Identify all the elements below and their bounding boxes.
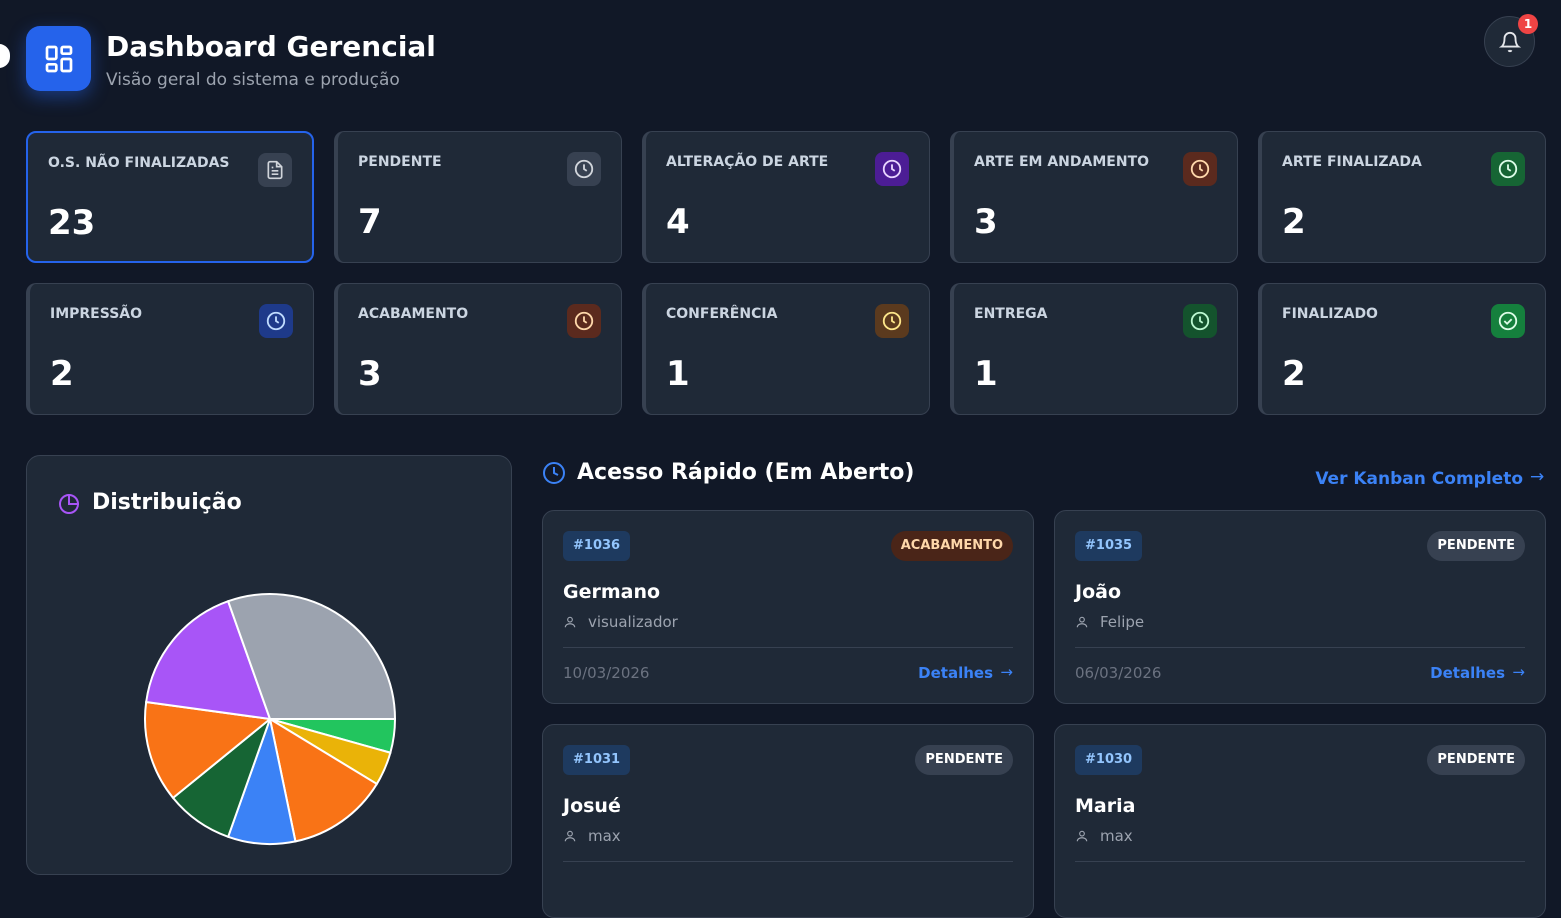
stat-card[interactable]: ARTE FINALIZADA 2 [1258, 131, 1546, 263]
stat-icon [1491, 152, 1525, 186]
user-name: max [1100, 827, 1133, 845]
stat-value: 2 [50, 354, 74, 394]
user-name: Felipe [1100, 613, 1145, 631]
page-title: Dashboard Gerencial [106, 30, 436, 63]
page: Dashboard Gerencial Visão geral do siste… [0, 14, 1546, 918]
user-icon [1075, 614, 1089, 633]
stat-icon [1183, 304, 1217, 338]
stat-card[interactable]: IMPRESSÃO 2 [26, 283, 314, 415]
divider [1075, 861, 1525, 862]
stat-value: 2 [1282, 202, 1306, 242]
order-card[interactable]: #1030 PENDENTE Maria max [1054, 724, 1546, 918]
stat-value: 2 [1282, 354, 1306, 394]
pie-slice [144, 700, 273, 800]
order-card[interactable]: #1031 PENDENTE Josué max [542, 724, 1034, 918]
stat-card[interactable]: CONFERÊNCIA 1 [642, 283, 930, 415]
client-name: Josué [563, 795, 621, 817]
stat-icon [258, 153, 292, 187]
user-name: visualizador [588, 613, 678, 631]
stat-value: 4 [666, 202, 690, 242]
stat-label: ALTERAÇÃO DE ARTE [666, 154, 829, 170]
stat-card[interactable]: ALTERAÇÃO DE ARTE 4 [642, 131, 930, 263]
stat-label: FINALIZADO [1282, 306, 1378, 322]
stat-label: ARTE EM ANDAMENTO [974, 154, 1150, 170]
panel-title: Distribuição [92, 490, 242, 515]
user-icon [563, 614, 577, 633]
stat-card[interactable]: ENTREGA 1 [950, 283, 1238, 415]
client-name: Maria [1075, 795, 1136, 817]
order-date: 06/03/2026 [1075, 664, 1162, 682]
stat-label: CONFERÊNCIA [666, 306, 778, 322]
stat-value: 3 [974, 202, 998, 242]
logo [26, 26, 91, 91]
client-name: Germano [563, 581, 661, 603]
stat-label: O.S. NÃO FINALIZADAS [48, 155, 230, 171]
pie-slice [145, 599, 272, 721]
stat-icon [567, 304, 601, 338]
order-card[interactable]: #1035 PENDENTE João Felipe 06/03/2026 Detalhe… [1054, 510, 1546, 704]
kanban-link[interactable]: Ver Kanban Completo [1315, 469, 1523, 489]
pie-slice [226, 593, 397, 720]
stat-icon [1183, 152, 1217, 186]
user-icon [563, 828, 577, 847]
sidebar-toggle[interactable] [0, 44, 10, 68]
user-name: max [588, 827, 621, 845]
divider [1075, 647, 1525, 648]
stat-value: 1 [974, 354, 998, 394]
pie-chart [144, 593, 397, 845]
distribution-panel: Distribuição [26, 455, 512, 875]
order-id: #1031 [563, 745, 631, 775]
order-card[interactable]: #1036 ACABAMENTO Germano visualizador 10/03/… [542, 510, 1034, 704]
stat-card[interactable]: PENDENTE 7 [334, 131, 622, 263]
user-icon [1075, 828, 1089, 847]
stat-value: 3 [358, 354, 382, 394]
client-name: João [1075, 581, 1121, 603]
stat-label: ENTREGA [974, 306, 1048, 322]
divider [563, 647, 1013, 648]
order-id: #1036 [563, 531, 631, 561]
details-arrow: → [1512, 663, 1525, 681]
status-badge: ACABAMENTO [890, 531, 1013, 561]
stat-card[interactable]: O.S. NÃO FINALIZADAS 23 [26, 131, 314, 263]
notification-count: 1 [1518, 14, 1538, 34]
stat-card[interactable]: ACABAMENTO 3 [334, 283, 622, 415]
stat-label: ARTE FINALIZADA [1282, 154, 1422, 170]
details-arrow: → [1000, 663, 1013, 681]
stat-label: IMPRESSÃO [50, 306, 143, 322]
order-id: #1035 [1075, 531, 1143, 561]
stat-value: 7 [358, 202, 382, 242]
pie-slice [268, 716, 379, 843]
divider [563, 861, 1013, 862]
details-link[interactable]: Detalhes [918, 664, 993, 682]
stat-icon [1491, 304, 1525, 338]
stat-value: 1 [666, 354, 690, 394]
page-subtitle: Visão geral do sistema e produção [106, 70, 400, 90]
stat-icon [875, 152, 909, 186]
status-badge: PENDENTE [1427, 745, 1525, 775]
status-badge: PENDENTE [1427, 531, 1525, 561]
stat-label: ACABAMENTO [358, 306, 469, 322]
stat-card[interactable]: FINALIZADO 2 [1258, 283, 1546, 415]
stat-icon [875, 304, 909, 338]
stat-value: 23 [48, 203, 96, 243]
order-id: #1030 [1075, 745, 1143, 775]
link-arrow: → [1530, 467, 1545, 487]
stat-label: PENDENTE [358, 154, 442, 170]
details-link[interactable]: Detalhes [1430, 664, 1505, 682]
stat-icon [259, 304, 293, 338]
stat-card[interactable]: ARTE EM ANDAMENTO 3 [950, 131, 1238, 263]
stat-icon [567, 152, 601, 186]
order-date: 10/03/2026 [563, 664, 650, 682]
section-title: Acesso Rápido (Em Aberto) [577, 460, 915, 485]
status-badge: PENDENTE [915, 745, 1013, 775]
